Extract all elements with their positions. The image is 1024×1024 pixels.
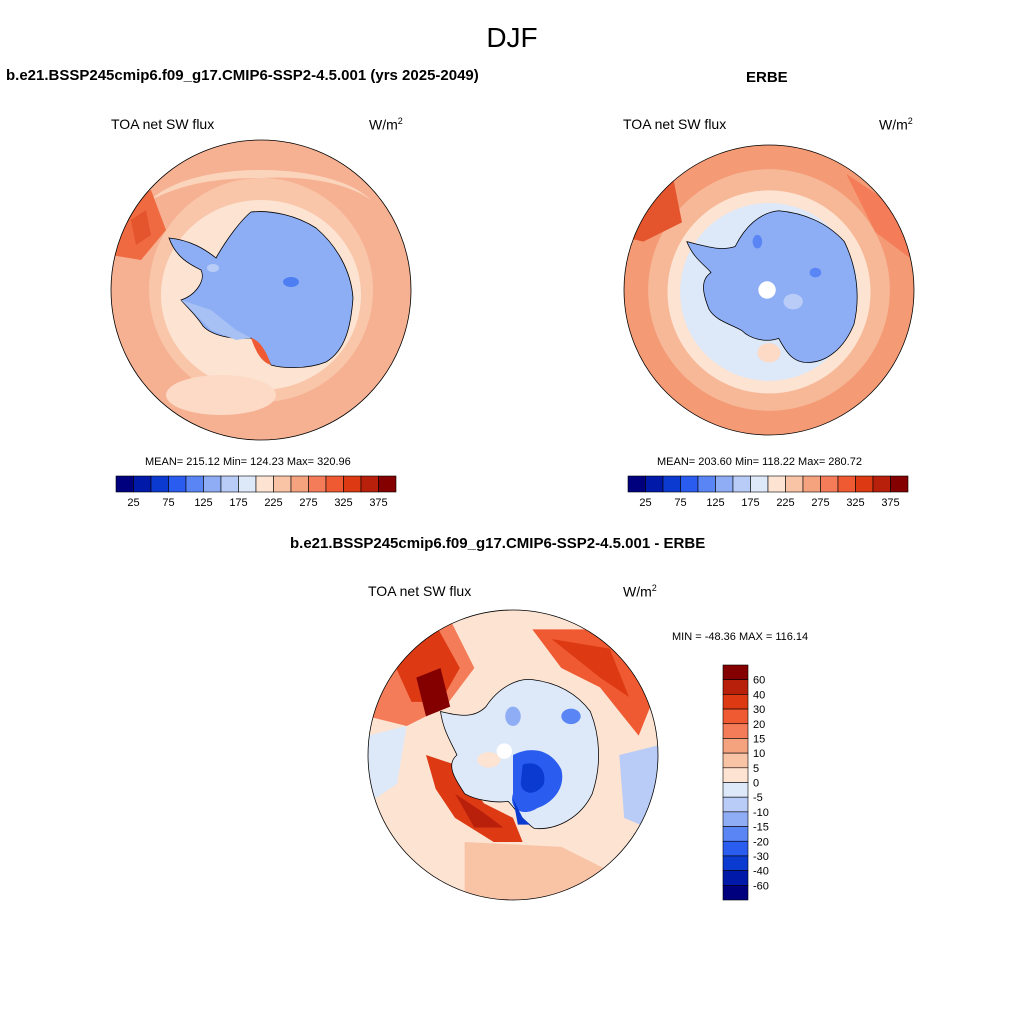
colorbar-swatch xyxy=(697,475,716,493)
colorbar-tick-label: 0 xyxy=(753,778,759,790)
colorbar-tick-label: -30 xyxy=(753,851,769,863)
colorbar-swatch xyxy=(133,475,152,493)
model-colorbar: 25 75 125 175 225 275 325 375 xyxy=(115,475,397,509)
colorbar-swatch xyxy=(722,811,749,827)
colorbar-swatch xyxy=(722,738,749,754)
colorbar-swatch xyxy=(750,475,769,493)
colorbar-tick-label: 325 xyxy=(334,497,352,509)
colorbar-tick-label: 15 xyxy=(753,733,765,745)
colorbar-tick-label: 60 xyxy=(753,675,765,687)
colorbar-swatch xyxy=(273,475,292,493)
colorbar-swatch xyxy=(722,840,749,857)
colorbar-swatch xyxy=(722,694,749,710)
colorbar-tick-label: -60 xyxy=(753,880,769,892)
colorbar-swatch xyxy=(343,475,362,493)
model-polar-map xyxy=(110,139,412,441)
colorbar-tick-label: 175 xyxy=(229,497,247,509)
figure-title: DJF xyxy=(486,22,538,53)
colorbar-swatch xyxy=(220,475,239,493)
colorbar-swatch xyxy=(722,855,749,871)
colorbar-swatch xyxy=(185,475,204,493)
colorbar-swatch xyxy=(360,475,379,493)
colorbar-tick-label: 30 xyxy=(753,704,765,716)
colorbar-swatch xyxy=(168,475,187,493)
colorbar-tick-label: 25 xyxy=(127,497,139,509)
colorbar-swatch xyxy=(820,475,839,493)
colorbar-tick-label: 175 xyxy=(741,497,759,509)
colorbar-tick-label: 375 xyxy=(369,497,387,509)
colorbar-swatch xyxy=(767,475,786,493)
colorbar-tick-label: -15 xyxy=(753,822,769,834)
colorbar-tick-label: -20 xyxy=(753,836,769,848)
colorbar-swatch xyxy=(255,475,274,493)
obs-panel-title: ERBE xyxy=(746,69,788,86)
colorbar-swatch xyxy=(732,475,751,493)
colorbar-tick-label: -40 xyxy=(753,866,769,878)
colorbar-tick-label: 40 xyxy=(753,689,765,701)
colorbar-swatch xyxy=(855,475,874,493)
colorbar-swatch xyxy=(645,475,664,493)
colorbar-tick-label: 75 xyxy=(674,497,686,509)
colorbar-swatch xyxy=(662,475,681,493)
colorbar-swatch xyxy=(722,679,749,695)
colorbar-swatch xyxy=(722,664,749,680)
colorbar-tick-label: 20 xyxy=(753,719,765,731)
colorbar-tick-label: -5 xyxy=(753,792,763,804)
colorbar-tick-label: 125 xyxy=(194,497,212,509)
colorbar-tick-label: 225 xyxy=(776,497,794,509)
colorbar-swatch xyxy=(238,475,257,493)
diff-polar-map xyxy=(367,609,659,901)
colorbar-swatch xyxy=(378,475,397,493)
diff-units-label: W/m2 xyxy=(623,583,657,600)
colorbar-swatch xyxy=(680,475,699,493)
obs-stats-label: MEAN= 203.60 Min= 118.22 Max= 280.72 xyxy=(657,456,862,468)
colorbar-tick-label: 275 xyxy=(299,497,317,509)
colorbar-swatch xyxy=(722,752,749,769)
colorbar-swatch xyxy=(715,475,734,493)
colorbar-swatch xyxy=(785,475,804,493)
colorbar-swatch xyxy=(722,782,749,798)
model-stats-label: MEAN= 215.12 Min= 124.23 Max= 320.96 xyxy=(145,456,351,468)
obs-units-label: W/m2 xyxy=(879,116,913,133)
colorbar-swatch xyxy=(722,885,749,901)
colorbar-tick-label: 275 xyxy=(811,497,829,509)
diff-minmax-label: MIN = -48.36 MAX = 116.14 xyxy=(672,631,809,643)
colorbar-swatch xyxy=(722,796,749,813)
colorbar-tick-label: 225 xyxy=(264,497,282,509)
model-variable-label: TOA net SW flux xyxy=(111,116,215,132)
colorbar-swatch xyxy=(325,475,344,493)
colorbar-swatch xyxy=(722,826,749,842)
colorbar-swatch xyxy=(290,475,309,493)
colorbar-swatch xyxy=(203,475,222,493)
diff-colorbar: 60 40 30 20 15 10 5 0 -5 -10 -15 -20 -30 -40 -60 xyxy=(722,664,769,901)
colorbar-tick-label: 375 xyxy=(881,497,899,509)
model-panel-title: b.e21.BSSP245cmip6.f09_g17.CMIP6-SSP2-4.… xyxy=(6,67,479,84)
colorbar-swatch xyxy=(802,475,821,493)
colorbar-swatch xyxy=(890,475,909,493)
obs-variable-label: TOA net SW flux xyxy=(623,116,727,132)
colorbar-swatch xyxy=(627,475,646,493)
colorbar-swatch xyxy=(308,475,327,493)
colorbar-tick-label: -10 xyxy=(753,807,769,819)
colorbar-swatch xyxy=(150,475,169,493)
colorbar-tick-label: 5 xyxy=(753,763,759,775)
obs-polar-map xyxy=(623,144,915,436)
model-units-label: W/m2 xyxy=(369,116,403,133)
obs-colorbar: 25 75 125 175 225 275 325 375 xyxy=(627,475,909,509)
colorbar-swatch xyxy=(115,475,134,493)
colorbar-tick-label: 325 xyxy=(846,497,864,509)
colorbar-swatch xyxy=(722,767,749,783)
colorbar-swatch xyxy=(722,723,749,739)
colorbar-tick-label: 10 xyxy=(753,748,765,760)
diff-panel-title: b.e21.BSSP245cmip6.f09_g17.CMIP6-SSP2-4.… xyxy=(290,535,706,552)
colorbar-swatch xyxy=(872,475,891,493)
colorbar-swatch xyxy=(722,708,749,725)
colorbar-tick-label: 25 xyxy=(639,497,651,509)
colorbar-tick-label: 125 xyxy=(706,497,724,509)
colorbar-tick-label: 75 xyxy=(162,497,174,509)
colorbar-swatch xyxy=(722,870,749,886)
colorbar-swatch xyxy=(837,475,856,493)
diff-variable-label: TOA net SW flux xyxy=(368,583,472,599)
